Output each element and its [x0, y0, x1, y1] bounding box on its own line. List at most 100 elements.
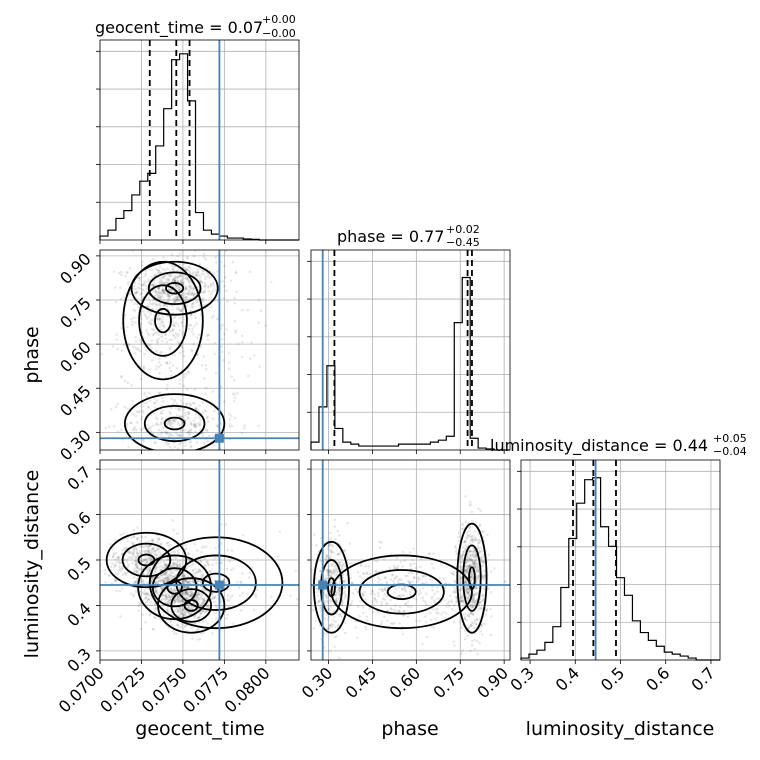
sample-point	[135, 410, 139, 414]
sample-point	[152, 301, 155, 305]
sample-point	[136, 537, 140, 540]
sample-point	[408, 590, 412, 593]
sample-point	[144, 315, 148, 318]
sample-point	[233, 393, 236, 396]
sample-point	[139, 557, 143, 561]
sample-point	[202, 442, 206, 445]
sample-point	[419, 591, 422, 595]
sample-point	[179, 607, 182, 610]
sample-point	[367, 565, 371, 568]
sample-point	[478, 538, 481, 542]
sample-point	[469, 535, 473, 539]
sample-point	[380, 569, 384, 573]
sample-point	[226, 299, 230, 303]
sample-point	[453, 579, 457, 583]
sample-point	[294, 569, 297, 573]
sample-point	[198, 637, 202, 641]
sample-point	[168, 361, 172, 364]
sample-point	[190, 579, 194, 583]
sample-point	[411, 571, 414, 575]
sample-point	[421, 574, 425, 578]
sample-point	[436, 597, 439, 600]
sample-point	[234, 271, 238, 275]
sample-point	[472, 597, 476, 601]
sample-point	[393, 577, 397, 581]
sample-point	[142, 580, 145, 584]
sample-point	[326, 568, 330, 572]
sample-point	[134, 563, 138, 567]
sample-point	[210, 282, 213, 286]
sample-point	[140, 578, 144, 581]
sample-point	[452, 570, 456, 573]
sample-point	[127, 549, 131, 553]
sample-point	[483, 622, 486, 626]
sample-point	[174, 336, 177, 340]
sample-point	[327, 627, 330, 631]
sample-point	[185, 566, 189, 569]
sample-point	[348, 603, 352, 606]
sample-point	[196, 549, 199, 552]
sample-point	[172, 528, 175, 532]
sample-point	[157, 293, 160, 297]
sample-point	[177, 308, 181, 311]
sample-point	[111, 561, 114, 565]
sample-point	[185, 579, 188, 583]
sample-point	[164, 572, 167, 576]
sample-point	[164, 563, 168, 567]
sample-point	[479, 559, 483, 562]
sample-point	[200, 575, 203, 578]
sample-point	[165, 596, 169, 600]
sample-point	[181, 281, 185, 285]
sample-point	[135, 549, 138, 552]
sample-point	[369, 572, 372, 576]
sample-point	[147, 555, 150, 559]
sample-point	[177, 267, 181, 271]
sample-point	[188, 323, 192, 327]
sample-point	[378, 546, 382, 549]
sample-point	[142, 545, 146, 549]
sample-point	[412, 562, 416, 565]
sample-point	[178, 273, 182, 277]
sample-point	[337, 623, 341, 627]
sample-point	[468, 564, 471, 568]
sample-point	[191, 301, 195, 305]
sample-point	[157, 361, 161, 364]
sample-point	[203, 563, 207, 567]
sample-point	[114, 405, 118, 409]
sample-point	[175, 632, 179, 636]
sample-point	[464, 590, 468, 593]
sample-point	[466, 567, 470, 571]
sample-point	[417, 576, 420, 579]
sample-point	[184, 543, 187, 547]
sample-point	[140, 545, 144, 549]
sample-point	[120, 273, 123, 277]
sample-point	[166, 576, 170, 580]
sample-point	[161, 578, 165, 582]
sample-point	[173, 265, 176, 269]
sample-point	[180, 275, 183, 279]
sample-point	[159, 279, 162, 283]
sample-point	[188, 269, 191, 272]
sample-point	[450, 571, 453, 575]
sample-point	[183, 585, 187, 589]
sample-point	[474, 591, 478, 595]
sample-point	[134, 291, 138, 295]
sample-point	[139, 342, 143, 346]
sample-point	[481, 549, 484, 553]
sample-point	[201, 601, 204, 605]
sample-point	[207, 563, 211, 567]
sample-point	[141, 560, 145, 563]
sample-point	[333, 615, 336, 618]
sample-point	[172, 278, 175, 282]
sample-point	[208, 285, 211, 288]
sample-point	[203, 610, 207, 614]
sample-point	[468, 526, 472, 529]
sample-point	[184, 610, 187, 614]
sample-point	[116, 572, 120, 575]
sample-point	[116, 430, 120, 433]
sample-point	[158, 277, 162, 281]
sample-point	[338, 576, 341, 579]
sample-point	[324, 558, 328, 562]
sample-point	[167, 293, 170, 297]
sample-point	[193, 292, 197, 296]
